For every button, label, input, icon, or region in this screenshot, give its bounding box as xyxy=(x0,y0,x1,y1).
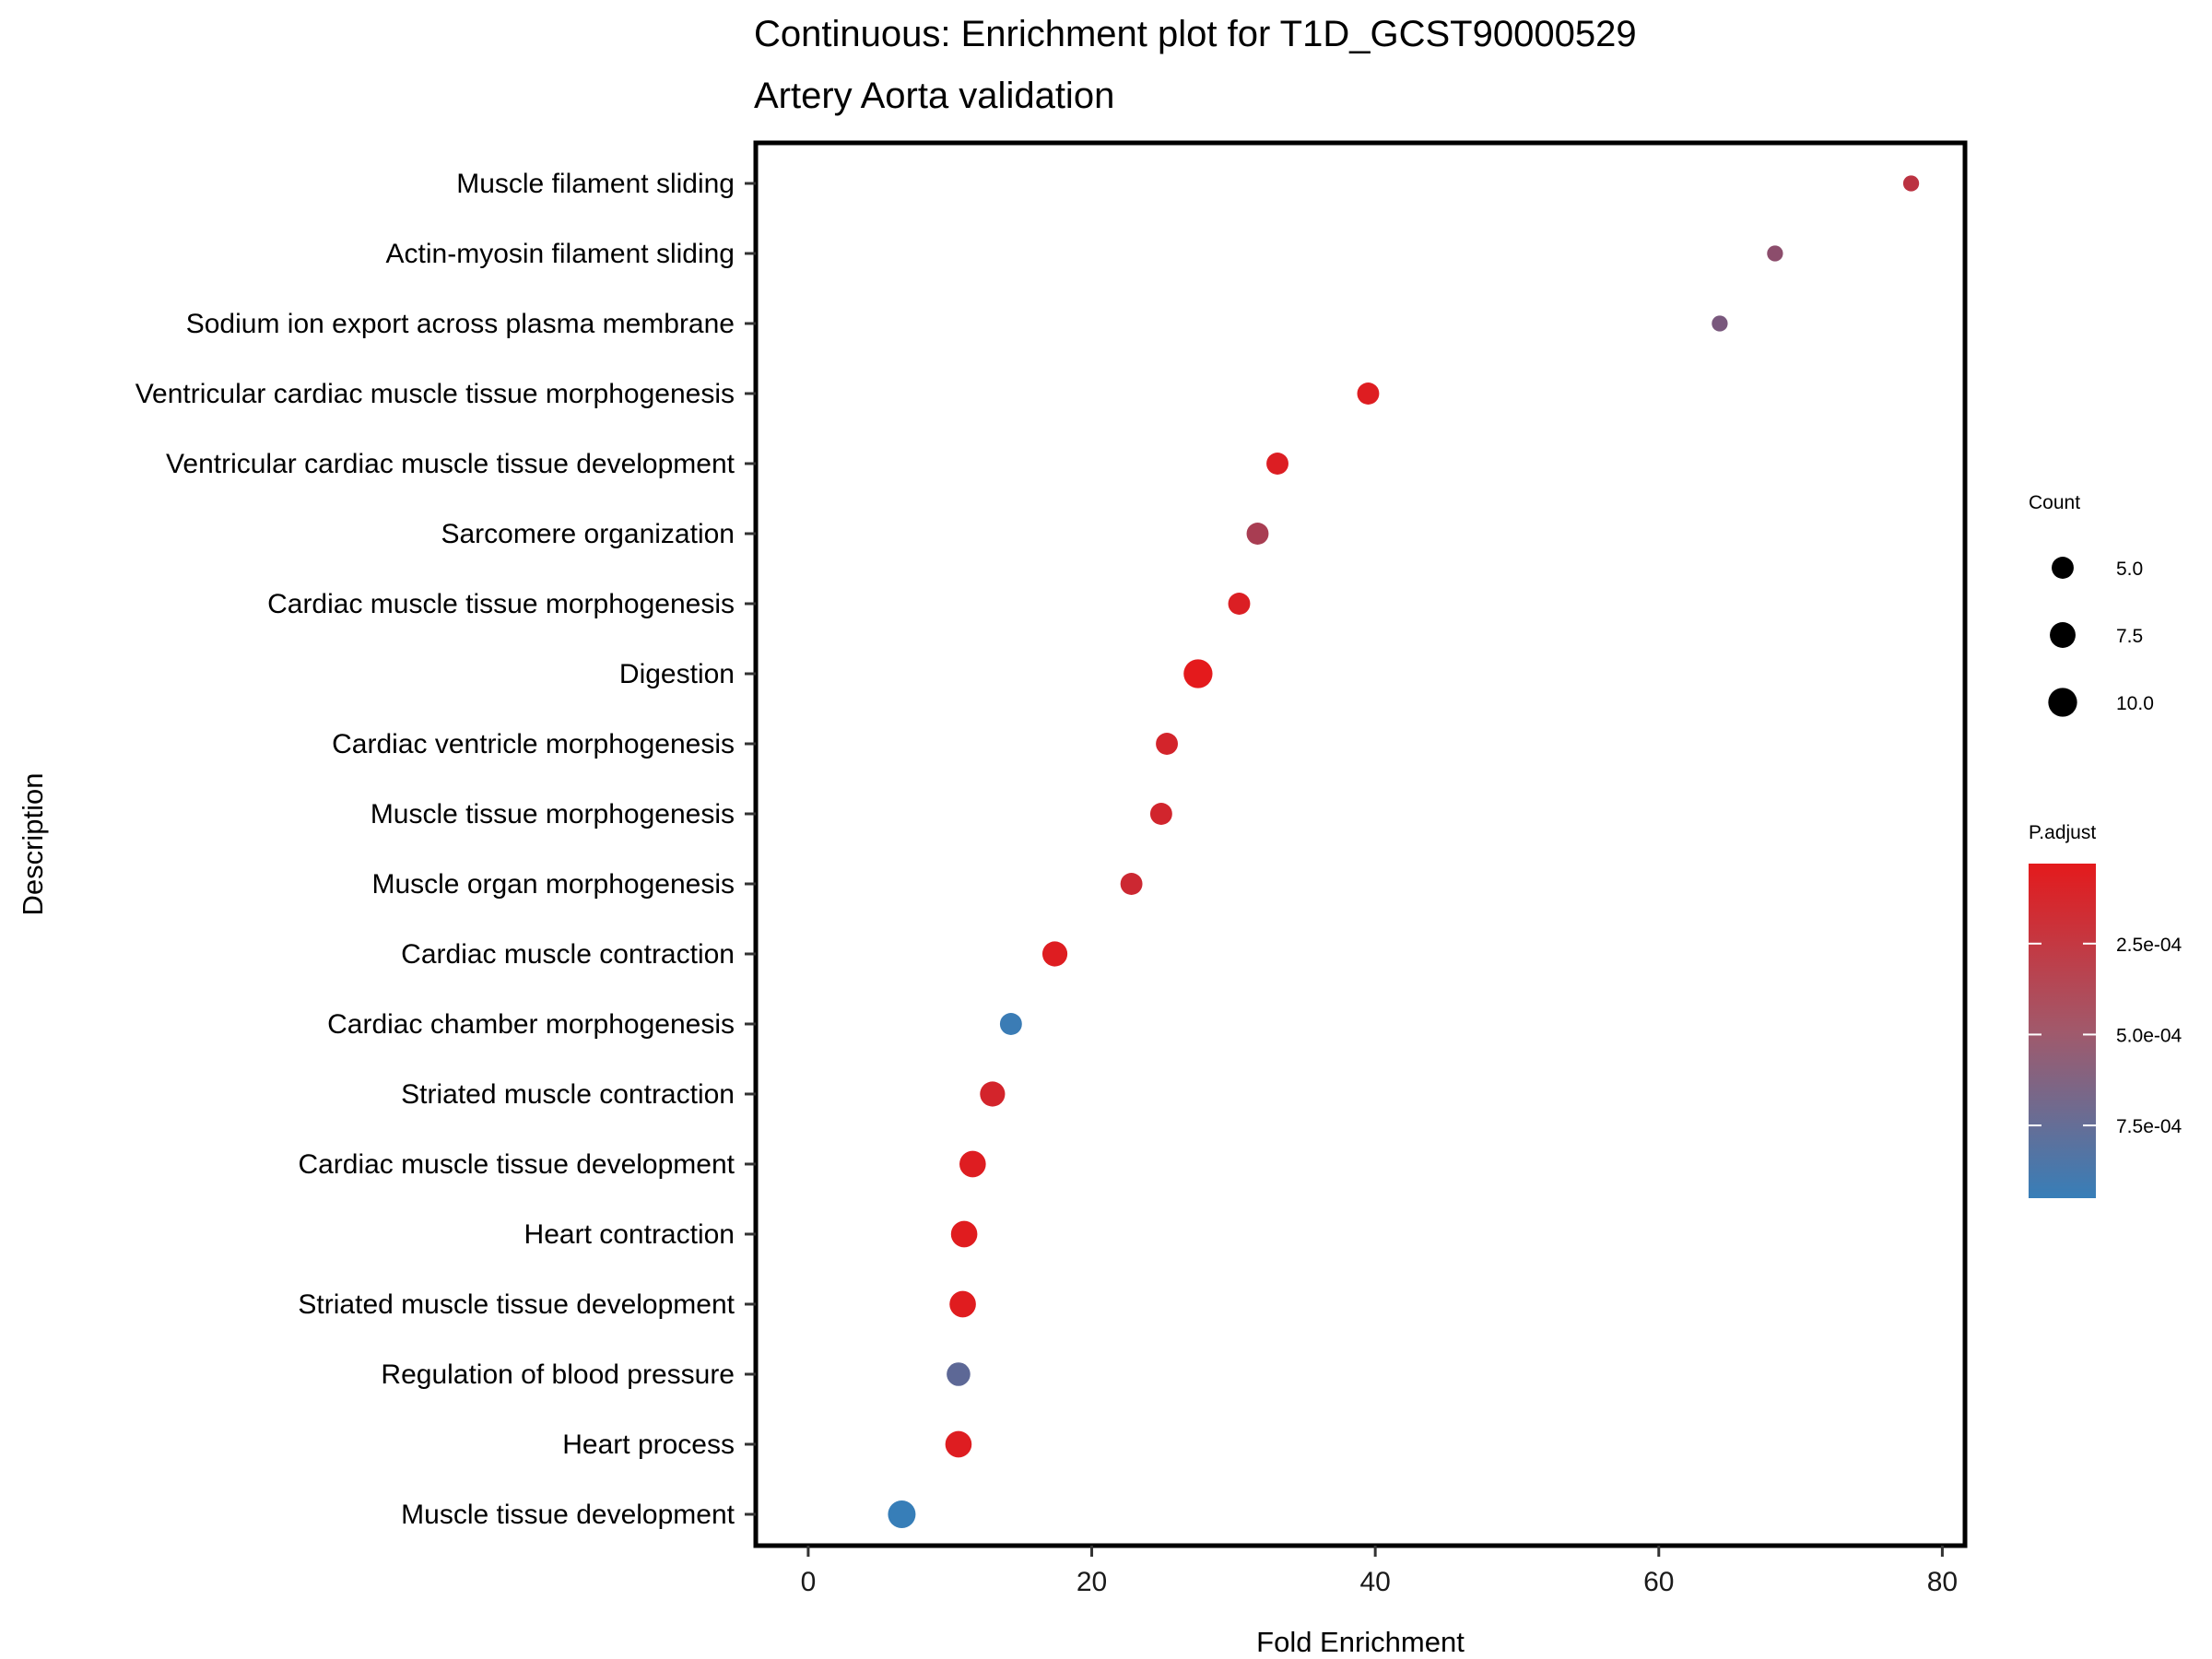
x-axis: 0 20 40 60 80 xyxy=(801,1546,1958,1597)
data-point xyxy=(888,1500,916,1528)
plot-panel xyxy=(753,140,1968,1548)
data-point xyxy=(1902,175,1920,192)
y-axis-label: Actin-myosin filament sliding xyxy=(386,239,735,269)
y-axis-label: Sodium ion export across plasma membrane xyxy=(186,309,735,339)
y-axis-label: Muscle tissue morphogenesis xyxy=(371,799,735,830)
y-axis-label: Digestion xyxy=(619,659,735,689)
padjust-tick-label: 7.5e-04 xyxy=(2116,1116,2183,1137)
chart-subtitle: Artery Aorta validation xyxy=(754,76,1114,116)
data-point xyxy=(1712,315,1728,332)
y-axis-label: Muscle organ morphogenesis xyxy=(371,869,735,900)
y-axis-label: Ventricular cardiac muscle tissue morpho… xyxy=(135,379,735,409)
y-axis-label: Cardiac ventricle morphogenesis xyxy=(332,729,735,759)
count-legend-label: 7.5 xyxy=(2116,626,2143,647)
y-axis-ticks xyxy=(745,182,756,1516)
y-axis-labels: Muscle filament sliding Actin-myosin fila… xyxy=(135,169,735,1530)
y-axis-label: Ventricular cardiac muscle tissue develo… xyxy=(166,449,735,479)
count-legend-label: 10.0 xyxy=(2116,693,2154,714)
padjust-legend: P.adjust 2.5e-04 5.0e-04 7.5e-04 xyxy=(2029,822,2183,1198)
data-point xyxy=(947,1362,971,1386)
count-legend-key xyxy=(2048,688,2077,717)
x-tick-label: 40 xyxy=(1359,1567,1390,1597)
count-legend-label: 5.0 xyxy=(2116,559,2143,580)
y-axis-label: Cardiac muscle tissue development xyxy=(298,1149,735,1180)
data-point xyxy=(1767,245,1783,262)
data-point xyxy=(999,1013,1022,1035)
padjust-colorbar xyxy=(2029,864,2096,1198)
data-point xyxy=(1266,453,1288,475)
data-point xyxy=(980,1081,1006,1107)
data-point xyxy=(1041,941,1068,967)
y-axis-label: Striated muscle tissue development xyxy=(298,1289,735,1320)
data-point xyxy=(950,1220,978,1248)
y-axis-label: Muscle filament sliding xyxy=(456,169,735,199)
padjust-tick-label: 5.0e-04 xyxy=(2116,1025,2183,1046)
y-axis-label: Cardiac muscle tissue morphogenesis xyxy=(267,589,735,619)
data-point xyxy=(1156,733,1178,755)
y-axis-label: Cardiac chamber morphogenesis xyxy=(327,1009,735,1040)
data-points xyxy=(888,175,1920,1528)
data-point xyxy=(1357,382,1380,405)
y-axis-label: Cardiac muscle contraction xyxy=(401,939,735,970)
chart-title: Continuous: Enrichment plot for T1D_GCST… xyxy=(754,14,1637,54)
x-tick-label: 0 xyxy=(801,1567,817,1597)
data-point xyxy=(945,1430,972,1458)
x-tick-label: 60 xyxy=(1643,1567,1674,1597)
y-axis-label: Heart process xyxy=(562,1430,735,1460)
count-legend: Count 5.0 7.5 10.0 xyxy=(2029,492,2154,717)
data-point xyxy=(1246,523,1269,545)
x-axis-title: Fold Enrichment xyxy=(1256,1626,1465,1658)
count-legend-key xyxy=(2050,622,2076,648)
y-axis-label: Regulation of blood pressure xyxy=(381,1359,735,1390)
y-axis-title: Description xyxy=(17,772,49,915)
padjust-legend-title: P.adjust xyxy=(2029,822,2096,843)
padjust-tick-label: 2.5e-04 xyxy=(2116,935,2183,956)
count-legend-title: Count xyxy=(2029,492,2080,513)
x-tick-label: 80 xyxy=(1927,1567,1958,1597)
y-axis-label: Sarcomere organization xyxy=(441,519,735,549)
data-point xyxy=(1120,873,1143,895)
count-legend-key xyxy=(2052,557,2074,579)
data-point xyxy=(959,1150,986,1178)
data-point xyxy=(1228,593,1251,615)
data-point xyxy=(949,1290,976,1318)
y-axis-label: Heart contraction xyxy=(524,1219,735,1250)
y-axis-label: Muscle tissue development xyxy=(401,1500,735,1530)
y-axis-label: Striated muscle contraction xyxy=(401,1079,735,1110)
data-point xyxy=(1183,659,1213,688)
data-point xyxy=(1149,803,1172,825)
x-tick-label: 20 xyxy=(1077,1567,1107,1597)
